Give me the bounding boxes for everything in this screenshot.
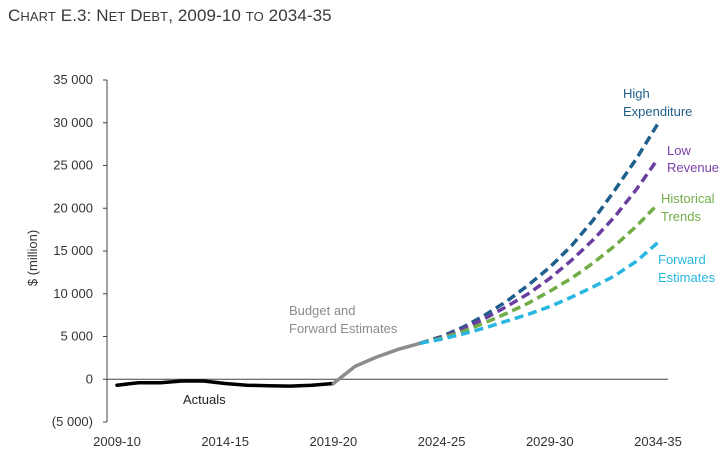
series-layer [115,122,660,388]
chart-title: CHART E.3: NET DEBT, 2009-10 TO 2034-35 [8,6,332,25]
budget-annotation-line2: Forward Estimates [289,321,398,336]
y-tick-label: 35 000 [53,72,93,87]
series-line-low-revenue [419,157,660,345]
historical-trends-label-1: Historical [661,191,715,206]
y-tick-label: 5 000 [60,329,93,344]
series-line-budget-and-forward-estimates [331,341,422,386]
x-tick-label: 2034-35 [634,434,682,449]
x-tick-label: 2014-15 [201,434,249,449]
x-tick-label: 2029-30 [526,434,574,449]
y-tick-label: 15 000 [53,243,93,258]
budget-annotation-line1: Budget and [289,303,356,318]
high-expenditure-label-2: Expenditure [623,104,692,119]
series-line-historical-trends [419,202,660,346]
historical-trends-label-2: Trends [661,209,701,224]
y-tick-label: 30 000 [53,115,93,130]
forward-estimates-label-1: Forward [658,252,706,267]
series-line-high-expenditure [419,122,660,345]
y-tick-label: 0 [86,371,93,386]
x-tick-label: 2009-10 [93,434,141,449]
y-tick-label: 10 000 [53,286,93,301]
actuals-annotation: Actuals [183,392,226,407]
forward-estimates-label-2: Estimates [658,270,716,285]
series-line-actuals [115,379,336,388]
y-tick-label: (5 000) [52,414,93,429]
high-expenditure-label-1: High [623,86,650,101]
y-tick-label: 25 000 [53,158,93,173]
x-tick-label: 2019-20 [310,434,358,449]
x-tick-label: 2024-25 [418,434,466,449]
axes: 35 000 30 000 25 000 20 000 15 000 10 000 5 00… [52,72,682,449]
y-axis-label: $ (million) [25,230,40,286]
y-tick-label: 20 000 [53,200,93,215]
low-revenue-label-1: Low [667,143,691,158]
low-revenue-label-2: Revenue [667,160,719,175]
series-line-forward-estimates [419,241,660,346]
